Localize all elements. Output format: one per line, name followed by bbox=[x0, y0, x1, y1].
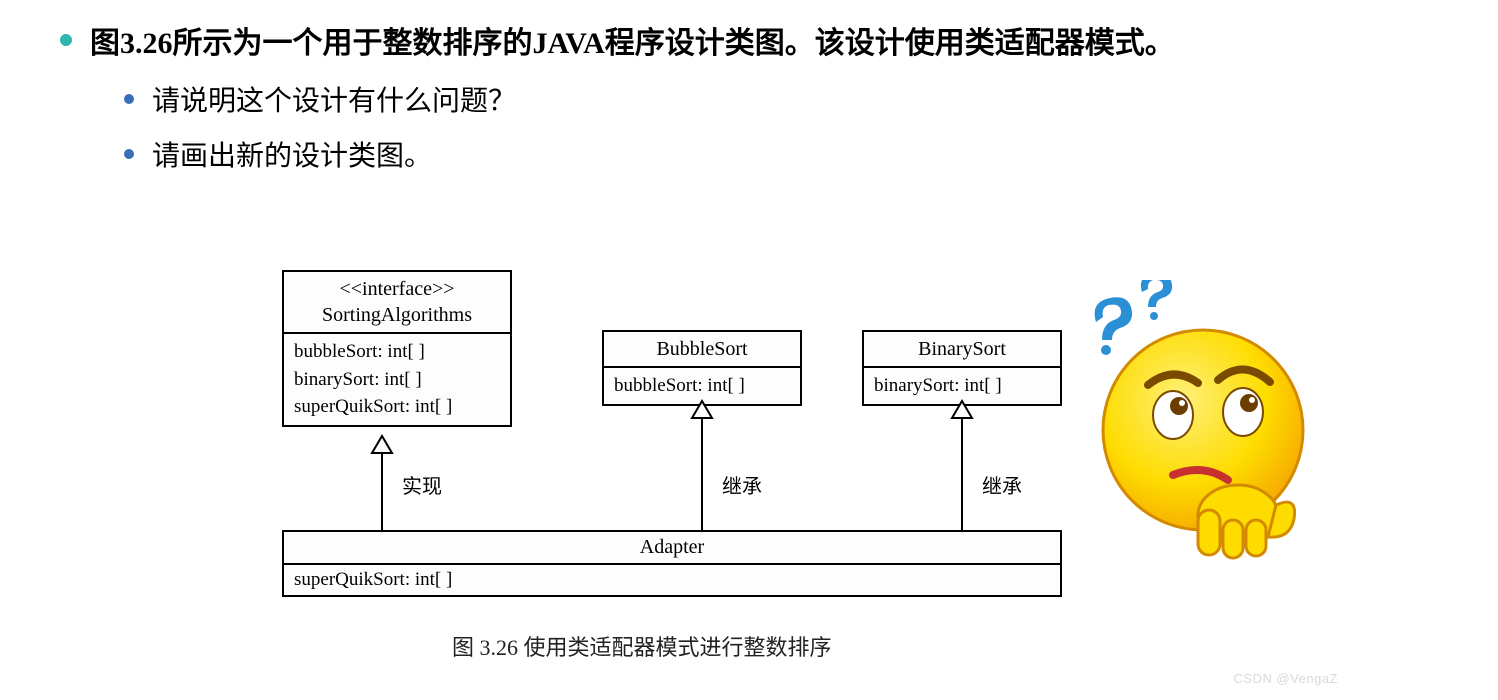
label-realize: 实现 bbox=[402, 470, 442, 499]
uml-connectors bbox=[272, 260, 1072, 680]
bullet-teal-icon bbox=[60, 34, 72, 46]
sub-item-2: 请画出新的设计类图。 bbox=[124, 135, 1438, 180]
main-text: 图3.26所示为一个用于整数排序的JAVA程序设计类图。该设计使用类适配器模式。 bbox=[90, 20, 1175, 68]
sub-text-1: 请说明这个设计有什么问题？ bbox=[152, 80, 516, 125]
main-text-line: 图3.26所示为一个用于整数排序的JAVA程序设计类图。该设计使用类适配器模式。 bbox=[90, 27, 1175, 60]
sub-text-2: 请画出新的设计类图。 bbox=[152, 135, 432, 180]
sub-item-1: 请说明这个设计有什么问题？ bbox=[124, 80, 1438, 125]
content-area: 图3.26所示为一个用于整数排序的JAVA程序设计类图。该设计使用类适配器模式。… bbox=[0, 0, 1498, 210]
bullet-blue-icon bbox=[124, 94, 134, 104]
label-inherit-1: 继承 bbox=[722, 470, 762, 499]
label-inherit-2: 继承 bbox=[982, 470, 1022, 499]
bullet-blue-icon bbox=[124, 149, 134, 159]
uml-diagram: <<interface>> SortingAlgorithms bubbleSo… bbox=[272, 260, 1072, 680]
sub-list: 请说明这个设计有什么问题？ 请画出新的设计类图。 bbox=[124, 80, 1438, 180]
thinking-emoji-icon bbox=[1078, 280, 1318, 560]
watermark: CSDN @VengaZ bbox=[1234, 671, 1338, 686]
figure-caption: 图 3.26 使用类适配器模式进行整数排序 bbox=[452, 630, 832, 662]
main-bullet-row: 图3.26所示为一个用于整数排序的JAVA程序设计类图。该设计使用类适配器模式。 bbox=[60, 20, 1438, 68]
